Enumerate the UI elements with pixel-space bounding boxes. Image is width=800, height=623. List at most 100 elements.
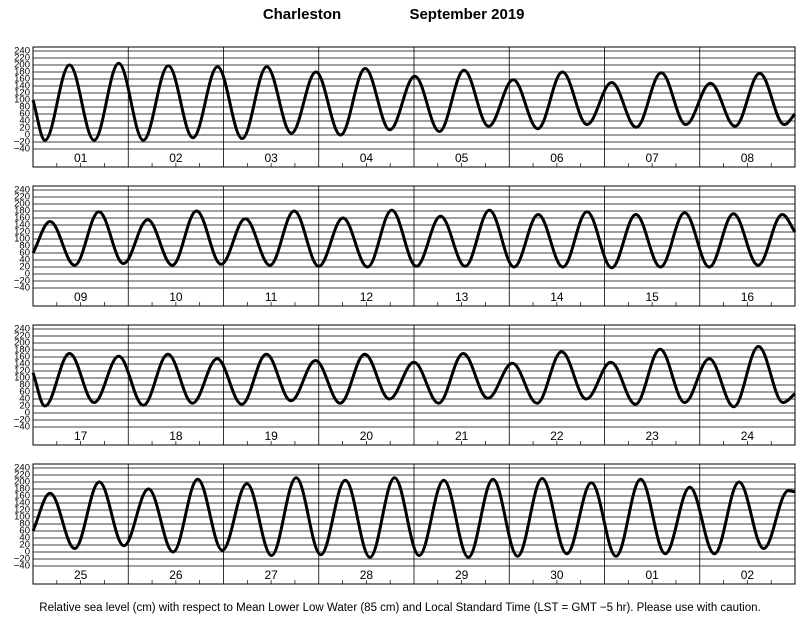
y-tick-label: 140	[14, 81, 30, 92]
tide-line	[31, 208, 797, 270]
chart-title: Charleston	[263, 6, 341, 23]
day-label: 12	[360, 290, 374, 304]
day-label: 11	[265, 290, 278, 304]
y-tick-label: 40	[19, 533, 30, 544]
y-tick-label: 60	[19, 248, 30, 259]
y-tick-label: 80	[19, 380, 30, 391]
tide-line	[31, 476, 796, 559]
day-label: 10	[169, 290, 183, 304]
y-tick-label: 40	[19, 255, 30, 266]
day-label: 22	[550, 429, 564, 443]
day-label: 30	[550, 568, 564, 582]
y-tick-label: 220	[14, 192, 30, 203]
day-label: 25	[74, 568, 88, 582]
day-label: 13	[455, 290, 469, 304]
y-tick-label: −40	[14, 561, 30, 572]
day-label: 09	[74, 290, 88, 304]
y-tick-label: 20	[19, 401, 30, 412]
y-tick-label: −20	[14, 276, 30, 287]
day-label: 29	[455, 568, 469, 582]
day-label: 23	[645, 429, 659, 443]
day-label: 28	[360, 568, 374, 582]
day-label: 14	[550, 290, 564, 304]
day-label: 08	[741, 151, 755, 165]
y-tick-label: −40	[14, 283, 30, 294]
day-label: 05	[455, 151, 469, 165]
y-tick-label: 120	[14, 88, 30, 99]
y-tick-label: 240	[14, 463, 30, 474]
y-tick-label: 140	[14, 498, 30, 509]
y-tick-label: 220	[14, 470, 30, 481]
y-tick-label: 60	[19, 526, 30, 537]
y-tick-label: −20	[14, 415, 30, 426]
day-label: 18	[169, 429, 183, 443]
y-tick-label: 160	[14, 213, 30, 224]
y-tick-label: −40	[14, 422, 30, 433]
y-tick-label: 180	[14, 67, 30, 78]
day-label: 26	[169, 568, 183, 582]
day-label: 02	[169, 151, 183, 165]
footnote: Relative sea level (cm) with respect to …	[39, 602, 760, 614]
y-tick-label: 240	[14, 185, 30, 196]
y-tick-label: 0	[25, 130, 30, 141]
y-tick-label: 240	[14, 46, 30, 57]
chart-subtitle: September 2019	[409, 6, 524, 23]
y-tick-label: 220	[14, 53, 30, 64]
day-label: 06	[550, 151, 564, 165]
y-tick-label: 120	[14, 227, 30, 238]
y-tick-label: 120	[14, 366, 30, 377]
y-tick-label: 200	[14, 199, 30, 210]
y-tick-label: 0	[25, 408, 30, 419]
y-tick-label: 100	[14, 373, 30, 384]
y-tick-label: 180	[14, 206, 30, 217]
y-tick-label: 60	[19, 387, 30, 398]
day-label: 27	[264, 568, 278, 582]
y-tick-label: 100	[14, 95, 30, 106]
y-tick-label: 20	[19, 123, 30, 134]
day-label: 19	[264, 429, 278, 443]
day-label: 16	[741, 290, 755, 304]
y-tick-label: −20	[14, 137, 30, 148]
day-label: 17	[74, 429, 88, 443]
day-label: 01	[645, 568, 659, 582]
y-tick-label: 240	[14, 324, 30, 335]
tide-line	[31, 345, 796, 409]
y-tick-label: 40	[19, 116, 30, 127]
y-tick-label: 140	[14, 359, 30, 370]
tide-line	[31, 61, 797, 142]
day-label: 24	[741, 429, 755, 443]
day-label: 02	[741, 568, 755, 582]
y-tick-label: 160	[14, 491, 30, 502]
day-label: 03	[264, 151, 278, 165]
day-label: 07	[645, 151, 659, 165]
y-tick-label: 200	[14, 60, 30, 71]
y-tick-label: 40	[19, 394, 30, 405]
day-label: 20	[360, 429, 374, 443]
y-tick-label: 20	[19, 540, 30, 551]
y-tick-label: 0	[25, 269, 30, 280]
y-tick-label: 20	[19, 262, 30, 273]
y-tick-label: 180	[14, 345, 30, 356]
y-tick-label: 160	[14, 74, 30, 85]
day-label: 15	[645, 290, 659, 304]
y-tick-label: 200	[14, 338, 30, 349]
y-tick-label: 80	[19, 519, 30, 530]
y-tick-label: 100	[14, 234, 30, 245]
y-tick-label: −20	[14, 554, 30, 565]
day-label: 04	[360, 151, 374, 165]
y-tick-label: 120	[14, 505, 30, 516]
y-tick-label: 100	[14, 512, 30, 523]
y-tick-label: 180	[14, 484, 30, 495]
y-tick-label: −40	[14, 144, 30, 155]
day-label: 01	[74, 151, 88, 165]
y-tick-label: 60	[19, 109, 30, 120]
y-tick-label: 80	[19, 102, 30, 113]
y-tick-label: 200	[14, 477, 30, 488]
y-tick-label: 0	[25, 547, 30, 558]
y-tick-label: 80	[19, 241, 30, 252]
day-label: 21	[455, 429, 469, 443]
y-tick-label: 140	[14, 220, 30, 231]
y-tick-label: 160	[14, 352, 30, 363]
